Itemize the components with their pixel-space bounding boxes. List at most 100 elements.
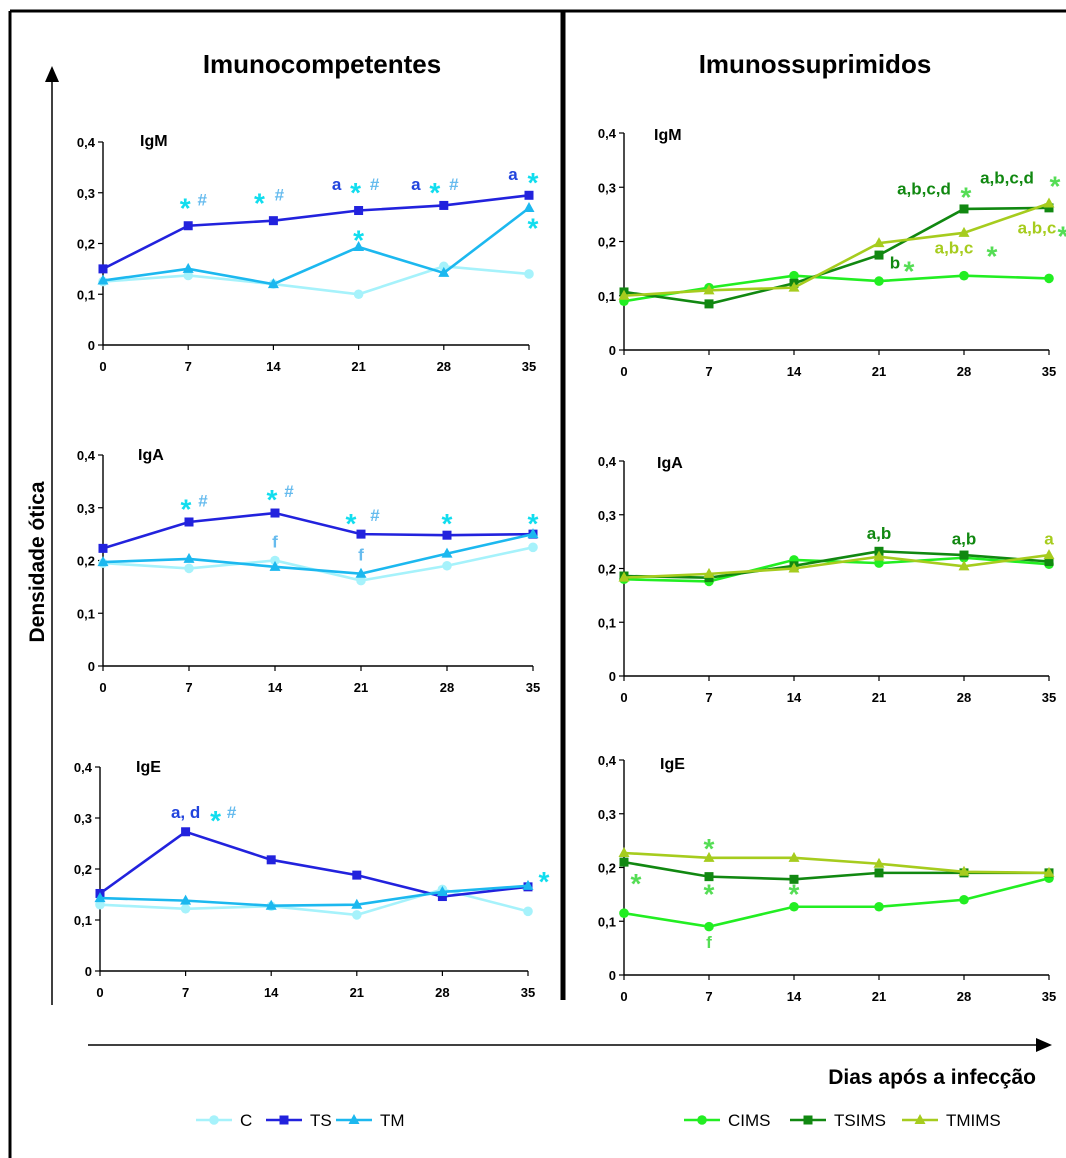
annotation-label: * xyxy=(267,484,278,515)
x-tick-label: 35 xyxy=(521,985,535,1000)
data-point-tm xyxy=(523,201,535,212)
annotation-label: * xyxy=(961,181,972,212)
annotation-label: * xyxy=(528,213,539,244)
y-tick-label: 0,4 xyxy=(598,126,617,141)
data-point-cims xyxy=(704,921,714,932)
data-point-ts xyxy=(266,855,276,865)
annotation-label: # xyxy=(198,492,208,511)
panel-title: IgE xyxy=(660,756,685,773)
legend-marker-ts xyxy=(279,1115,289,1125)
y-tick-label: 0,4 xyxy=(74,760,93,775)
y-tick-label: 0,2 xyxy=(77,237,95,252)
x-tick-label: 7 xyxy=(182,985,189,1000)
legend-marker-tsims xyxy=(803,1115,813,1125)
legend-marker-cims xyxy=(697,1115,707,1125)
legend-label-tm: TM xyxy=(380,1111,405,1130)
x-tick-label: 21 xyxy=(872,690,886,705)
annotation-label: * xyxy=(353,224,364,255)
legend-left: C TS TM xyxy=(196,1111,405,1130)
data-point-tm xyxy=(353,241,365,252)
data-point-c xyxy=(353,289,364,300)
data-point-tm xyxy=(438,266,450,277)
x-tick-label: 21 xyxy=(350,985,364,1000)
annotation-label: * xyxy=(704,879,715,910)
data-point-tmims xyxy=(618,289,630,300)
data-point-cims xyxy=(874,901,884,912)
annotation-label: # xyxy=(284,482,294,501)
annotation-label: # xyxy=(227,803,237,822)
data-point-tm xyxy=(267,278,279,289)
annotation-label: * xyxy=(789,879,800,910)
series-line-tmims xyxy=(623,202,1050,298)
data-point-tsims xyxy=(959,204,969,214)
series-line-ts xyxy=(102,193,530,271)
y-tick-label: 0,1 xyxy=(598,615,616,630)
annotation-label: a,b,c xyxy=(1018,218,1057,237)
annotation-label: b xyxy=(890,254,900,273)
annotation-label: * xyxy=(442,508,453,539)
annotation-label: * xyxy=(429,177,440,208)
x-tick-label: 28 xyxy=(440,680,454,695)
data-point-tmims xyxy=(958,865,970,876)
y-tick-label: 0,2 xyxy=(598,861,616,876)
series-line-tm xyxy=(102,206,530,286)
data-point-ts xyxy=(437,892,447,902)
left-section-title: Imunocompetentes xyxy=(203,49,441,79)
annotation-label: a,b,c xyxy=(935,238,974,257)
data-point-tm xyxy=(94,892,106,903)
legend-right: CIMS TSIMS TMIMS xyxy=(684,1111,1001,1130)
data-point-cims xyxy=(874,276,884,286)
series-line-ts xyxy=(99,830,529,898)
panel-title: IgE xyxy=(136,759,161,776)
x-tick-label: 35 xyxy=(1042,690,1056,705)
data-point-tm xyxy=(265,899,277,910)
annotation-label: a,b xyxy=(867,524,892,543)
x-tick-label: 21 xyxy=(872,364,886,379)
data-point-tm xyxy=(441,547,453,558)
y-tick-label: 0,1 xyxy=(598,914,616,929)
legend-label-cims: CIMS xyxy=(728,1111,771,1130)
data-point-c xyxy=(352,910,362,920)
series-line-tmims xyxy=(623,553,1050,579)
y-tick-label: 0 xyxy=(88,659,95,674)
x-tick-label: 21 xyxy=(351,359,365,374)
x-tick-label: 14 xyxy=(787,989,802,1004)
series-line-c xyxy=(102,265,530,296)
y-tick-label: 0,2 xyxy=(598,562,616,577)
series-line-cims xyxy=(623,876,1050,928)
annotation-label: # xyxy=(275,185,285,204)
data-point-tm xyxy=(436,885,448,896)
data-point-c xyxy=(184,563,194,574)
data-point-ts xyxy=(524,190,534,200)
data-point-cims xyxy=(789,270,799,281)
chart-ige-imunossuprimidos: 0 0,1 0,2 0,3 0,4 0 7 14 21 28 35 IgE * * * * f xyxy=(598,753,1056,1004)
x-tick-label: 28 xyxy=(957,690,971,705)
data-point-c xyxy=(183,270,193,281)
data-point-tmims xyxy=(958,560,970,571)
data-point-c xyxy=(524,269,534,279)
x-tick-label: 14 xyxy=(266,359,281,374)
annotation-label: * xyxy=(350,177,361,208)
data-point-tmims xyxy=(703,284,715,295)
data-point-tm xyxy=(97,274,109,285)
data-point-tmims xyxy=(873,237,885,248)
series-line-cims xyxy=(623,274,1050,303)
right-section-title: Imunossuprimidos xyxy=(699,49,932,79)
series-line-tm xyxy=(99,884,529,908)
data-point-ts xyxy=(181,827,191,837)
annotation-label: * xyxy=(539,866,550,897)
data-point-ts xyxy=(183,221,193,231)
annotation-label: * xyxy=(180,192,191,223)
x-tick-label: 14 xyxy=(264,985,279,1000)
data-point-tmims xyxy=(788,851,800,862)
x-tick-label: 14 xyxy=(268,680,283,695)
x-tick-label: 7 xyxy=(705,690,712,705)
data-point-tm xyxy=(182,262,194,273)
annotation-label: * xyxy=(528,167,539,198)
data-point-tsims xyxy=(789,874,799,884)
y-tick-label: 0,2 xyxy=(598,235,616,250)
y-tick-label: 0,3 xyxy=(77,186,95,201)
annotation-label: a,b xyxy=(952,529,977,548)
data-point-tm xyxy=(351,898,363,909)
data-point-cims xyxy=(874,558,884,568)
